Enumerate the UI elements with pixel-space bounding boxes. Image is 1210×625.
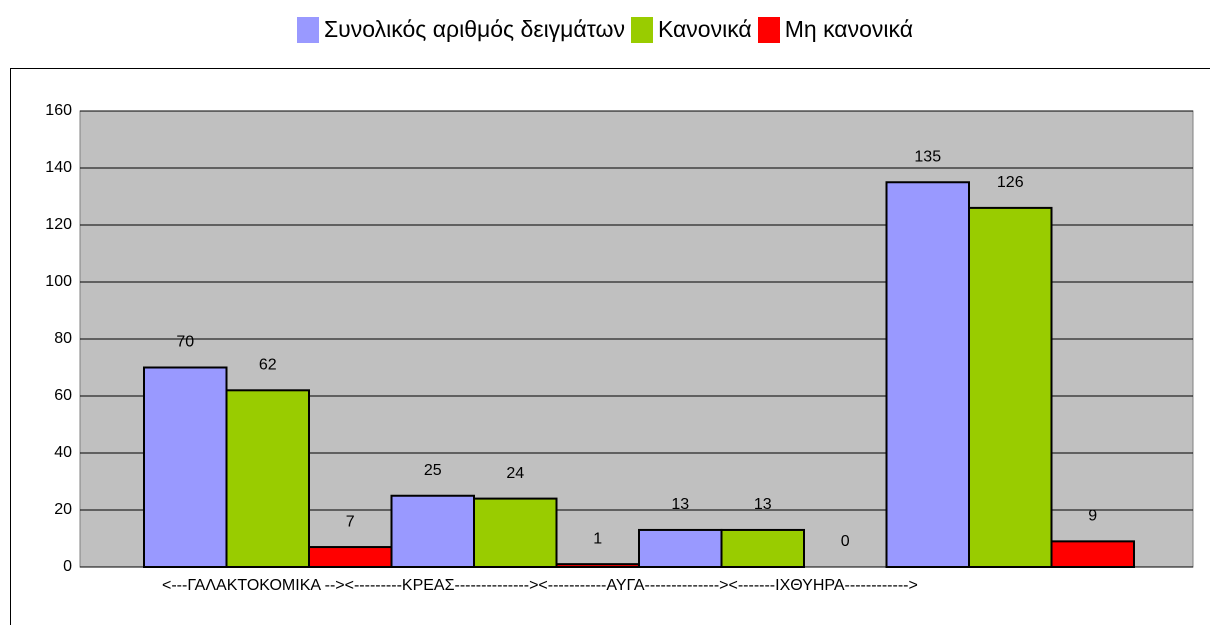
bar: [638, 528, 723, 569]
legend-label: Κανονικά: [657, 16, 752, 42]
value-label: 70: [176, 334, 194, 351]
value-label: 7: [346, 513, 355, 530]
y-tick-label: 0: [63, 558, 72, 575]
bar: [1050, 540, 1135, 568]
value-label: 13: [754, 496, 772, 513]
y-tick-label: 140: [45, 159, 72, 176]
bar: [390, 494, 475, 568]
value-label: 13: [671, 496, 689, 513]
bar: [885, 181, 970, 568]
legend-swatch: [296, 16, 319, 43]
legend-swatch: [630, 16, 653, 43]
x-axis-label: <---ΓΑΛΑΚΤΟΚΟΜΙΚΑ --><---------ΚΡΕΑΣ----…: [162, 577, 918, 594]
legend-item: Μη κανονικά: [757, 16, 914, 43]
bar: [473, 497, 558, 569]
y-tick-label: 160: [45, 102, 72, 119]
y-tick-label: 60: [54, 387, 72, 404]
legend-label: Συνολικός αριθμός δειγμάτων: [323, 16, 625, 42]
legend: Συνολικός αριθμός δειγμάτων Κανονικά Μη κα…: [0, 16, 1210, 43]
value-label: 1: [593, 530, 602, 547]
legend-label: Μη κανονικά: [784, 16, 914, 42]
bar: [968, 206, 1053, 568]
y-tick-label: 40: [54, 444, 72, 461]
value-label: 25: [424, 462, 442, 479]
y-tick-label: 80: [54, 330, 72, 347]
bar: [720, 528, 805, 569]
value-label: 0: [841, 533, 850, 550]
value-label: 126: [997, 174, 1024, 191]
legend-item: Κανονικά: [630, 16, 752, 43]
legend-item: Συνολικός αριθμός δειγμάτων: [296, 16, 625, 43]
bar: [308, 546, 393, 568]
value-label: 62: [259, 357, 277, 374]
value-label: 9: [1088, 508, 1097, 525]
y-tick-label: 100: [45, 273, 72, 290]
value-label: 135: [914, 148, 941, 165]
value-label: 24: [506, 465, 524, 482]
bar: [143, 366, 228, 568]
bar: [555, 563, 640, 569]
legend-swatch: [757, 16, 780, 43]
y-tick-label: 120: [45, 216, 72, 233]
y-tick-label: 20: [54, 501, 72, 518]
bar: [225, 389, 310, 568]
